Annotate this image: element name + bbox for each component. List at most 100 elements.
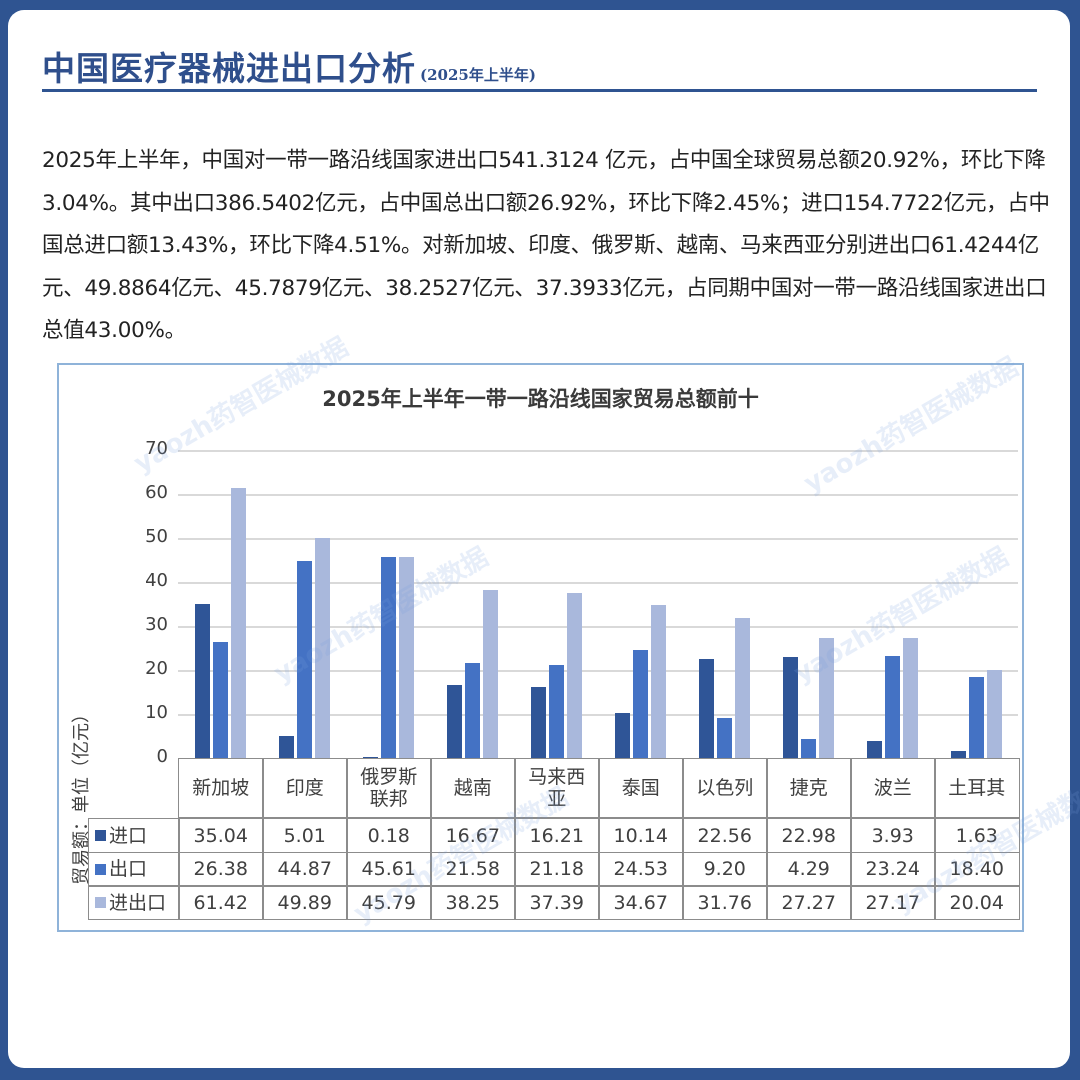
chart-title: 2025年上半年一带一路沿线国家贸易总额前十 <box>322 387 759 411</box>
table-cell: 16.21 <box>514 818 600 853</box>
legend-export: 出口 <box>88 851 180 887</box>
y-tick-label: 0 <box>156 746 168 767</box>
table-header-cell: 马来西亚 <box>514 758 600 818</box>
legend-swatch-icon <box>95 897 106 908</box>
table-cell: 22.98 <box>766 818 852 853</box>
y-tick-label: 50 <box>145 526 168 547</box>
watermark-text: yaozh药智医械数据 <box>798 352 1024 500</box>
legend-swatch-icon <box>95 830 106 841</box>
y-tick-label: 40 <box>145 570 168 591</box>
bar-import <box>194 603 210 758</box>
bar-import <box>950 750 966 758</box>
bar-total <box>566 593 582 758</box>
bar-total <box>230 487 246 758</box>
table-header-cell: 以色列 <box>682 758 768 818</box>
gridline <box>178 714 1018 716</box>
category-label: 捷克 <box>789 777 828 799</box>
bar-total <box>986 669 1002 758</box>
bar-import <box>530 686 546 758</box>
table-cell: 61.42 <box>178 885 264 920</box>
legend-label: 进口 <box>109 824 148 847</box>
table-header-cell: 捷克 <box>766 758 852 818</box>
table-cell: 10.14 <box>598 818 684 853</box>
bar-total <box>650 605 666 758</box>
table-header-cell: 俄罗斯 联邦 <box>346 758 432 818</box>
table-header-cell: 印度 <box>262 758 348 818</box>
gridline <box>178 626 1018 628</box>
bar-import <box>614 713 630 758</box>
category-label: 联邦 <box>369 788 408 810</box>
bar-export <box>548 664 564 758</box>
bar-export <box>296 560 312 758</box>
bar-total <box>902 638 918 758</box>
category-label: 越南 <box>453 777 492 799</box>
table-header-cell: 泰国 <box>598 758 684 818</box>
bar-export <box>212 641 228 758</box>
table-cell: 27.17 <box>850 885 936 920</box>
bar-import <box>866 740 882 758</box>
bar-import <box>446 684 462 758</box>
bar-export <box>464 663 480 758</box>
table-cell: 37.39 <box>514 885 600 920</box>
table-header-cell: 土耳其 <box>934 758 1020 818</box>
bar-import <box>362 757 378 758</box>
table-cell: 9.20 <box>682 851 768 887</box>
category-label: 俄罗斯 <box>360 766 418 788</box>
bar-import <box>278 735 294 758</box>
y-tick-label: 20 <box>145 658 168 679</box>
table-cell: 45.79 <box>346 885 432 920</box>
table-cell: 27.27 <box>766 885 852 920</box>
table-cell: 26.38 <box>178 851 264 887</box>
table-cell: 38.25 <box>430 885 516 920</box>
bar-import <box>782 656 798 758</box>
bar-export <box>716 717 732 758</box>
bar-total <box>818 638 834 758</box>
gridline <box>178 538 1018 540</box>
bar-export <box>884 655 900 758</box>
title-divider <box>42 89 1037 92</box>
legend-import: 进口 <box>88 818 180 853</box>
table-cell: 34.67 <box>598 885 684 920</box>
page-title: 中国医疗器械进出口分析 <box>42 49 416 88</box>
table-cell: 4.29 <box>766 851 852 887</box>
table-cell: 35.04 <box>178 818 264 853</box>
category-label: 以色列 <box>696 777 754 799</box>
gridline <box>178 494 1018 496</box>
table-cell: 45.61 <box>346 851 432 887</box>
category-label: 印度 <box>285 777 324 799</box>
table-header-cell: 新加坡 <box>178 758 264 818</box>
legend-swatch-icon <box>95 863 106 875</box>
bar-total <box>314 538 330 758</box>
gridline <box>178 670 1018 672</box>
category-label: 土耳其 <box>948 777 1006 799</box>
bar-export <box>968 677 984 758</box>
table-cell: 49.89 <box>262 885 348 920</box>
y-tick-label: 10 <box>145 702 168 723</box>
table-cell: 0.18 <box>346 818 432 853</box>
table-cell: 21.58 <box>430 851 516 887</box>
y-tick-label: 60 <box>145 482 168 503</box>
y-tick-label: 30 <box>145 614 168 635</box>
table-cell: 22.56 <box>682 818 768 853</box>
bar-export <box>800 739 816 758</box>
page-subtitle: (2025年上半年) <box>420 66 536 84</box>
table-header-cell: 波兰 <box>850 758 936 818</box>
table-cell: 16.67 <box>430 818 516 853</box>
bar-import <box>698 658 714 758</box>
table-cell: 5.01 <box>262 818 348 853</box>
bar-chart: 2025年上半年一带一路沿线国家贸易总额前十 贸易额：单位（亿元） 0 10 20 3… <box>57 332 1080 932</box>
table-cell: 18.40 <box>934 851 1020 887</box>
legend-total: 进出口 <box>88 885 180 920</box>
table-cell: 3.93 <box>850 818 936 853</box>
table-cell: 23.24 <box>850 851 936 887</box>
category-label: 新加坡 <box>192 777 250 799</box>
bar-export <box>380 557 396 758</box>
bar-total <box>482 589 498 758</box>
gridline <box>178 582 1018 584</box>
table-cell: 31.76 <box>682 885 768 920</box>
legend-label: 出口 <box>109 858 148 880</box>
legend-label: 进出口 <box>109 891 167 914</box>
table-cell: 21.18 <box>514 851 600 887</box>
y-tick-label: 70 <box>145 438 168 459</box>
table-cell: 24.53 <box>598 851 684 887</box>
